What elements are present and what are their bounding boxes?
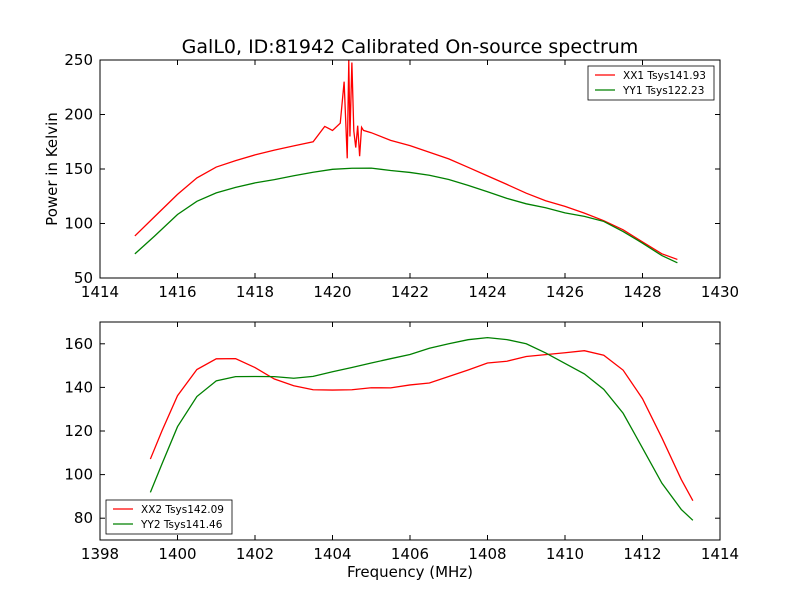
- legend: XX1 Tsys141.93 YY1 Tsys122.23: [587, 65, 715, 101]
- x-tick-label: 1402: [236, 545, 274, 563]
- x-tick-label: 1400: [158, 545, 196, 563]
- subplot-2: 1398 1400 1402 1404 1406 1408 1410 1412 1414 80 10…: [64, 321, 739, 581]
- x-tick-label: 1418: [236, 283, 274, 301]
- y-tick-label: 50: [74, 269, 93, 287]
- y-tick-label: 150: [64, 160, 93, 178]
- x-tick-label: 1406: [391, 545, 429, 563]
- legend-label: XX2 Tsys142.09: [141, 504, 224, 516]
- chart-title: GalL0, ID:81942 Calibrated On-source spe…: [182, 36, 639, 58]
- legend-label: XX1 Tsys141.93: [623, 70, 706, 82]
- series-line-1: [134, 60, 678, 261]
- x-tick-label: 1424: [468, 283, 506, 301]
- legend-box: [587, 65, 715, 101]
- x-tick-label: 1430: [701, 283, 739, 301]
- x-tick-label: 1416: [158, 283, 196, 301]
- legend: XX2 Tsys142.09 YY2 Tsys141.46: [105, 499, 233, 535]
- legend-label: YY1 Tsys122.23: [622, 85, 704, 97]
- x-tick-label: 1398: [81, 545, 119, 563]
- x-tick-label: 1414: [701, 545, 739, 563]
- x-tick-label: 1412: [623, 545, 661, 563]
- x-tick-label: 1410: [546, 545, 584, 563]
- y-tick-label: 80: [74, 509, 93, 527]
- series-line-2: [149, 336, 694, 521]
- y-tick-label: 250: [64, 51, 93, 69]
- y-tick-label: 100: [64, 215, 93, 233]
- series-line-2: [134, 167, 678, 264]
- x-tick-label: 1404: [313, 545, 351, 563]
- plots-group: 1414 1416 1418 1420 1422 1424 1426 1428 1430 50 10…: [43, 51, 739, 581]
- y-tick-label: 140: [64, 378, 93, 396]
- y-tick-label: 160: [64, 335, 93, 353]
- legend-box: [105, 499, 233, 535]
- x-tick-label: 1414: [81, 283, 119, 301]
- y-tick-label: 200: [64, 106, 93, 124]
- y-tick-label: 100: [64, 466, 93, 484]
- y-tick-label: 120: [64, 422, 93, 440]
- series-line-1: [149, 350, 694, 501]
- x-tick-label: 1428: [623, 283, 661, 301]
- y-axis-label: Power in Kelvin: [43, 112, 61, 226]
- x-tick-label: 1426: [546, 283, 584, 301]
- legend-label: YY2 Tsys141.46: [140, 519, 223, 531]
- x-axis-label: Frequency (MHz): [347, 563, 473, 581]
- subplot-1: 1414 1416 1418 1420 1422 1424 1426 1428 1430 50 10…: [43, 51, 739, 301]
- x-tick-label: 1422: [391, 283, 429, 301]
- x-tick-label: 1408: [468, 545, 506, 563]
- x-tick-label: 1420: [313, 283, 351, 301]
